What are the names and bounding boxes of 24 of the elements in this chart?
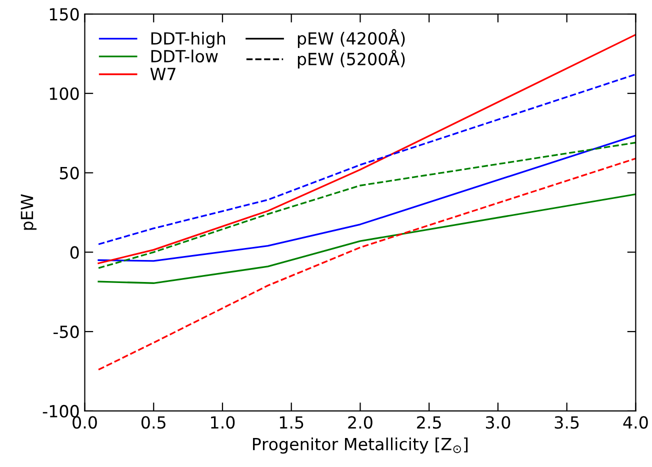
y-tick-label: 50 [60, 166, 79, 180]
x-tick-label: 2.5 [417, 416, 441, 429]
x-axis-title: Progenitor Metallicity [Z$_{⊙}$] [253, 438, 468, 454]
x-tick-label: 2.0 [348, 416, 372, 429]
x-tick-label: 0.5 [141, 416, 166, 429]
x-tick-label: 1.0 [211, 416, 235, 429]
x-tick-label: 3.5 [554, 416, 579, 429]
line-series [98, 193, 636, 284]
legend-label: pEW (4200Å) [298, 29, 405, 48]
legend-label: DDT-high [151, 32, 226, 48]
y-tick-label: 100 [50, 87, 79, 100]
x-tick-label: 4.0 [623, 416, 648, 429]
x-tick-label: 3.0 [486, 416, 510, 429]
legend-label: W7 [150, 68, 176, 80]
y-tick-label: -50 [53, 326, 79, 338]
legend-label: pEW (5200Å) [298, 50, 405, 69]
x-tick-label: 1.5 [280, 416, 304, 429]
y-axis-title: pEW [20, 194, 37, 230]
x-tick-label: 0.0 [72, 416, 97, 429]
line-series [98, 158, 636, 371]
y-tick-label: 150 [50, 8, 79, 21]
legend-label: DDT-low [151, 50, 218, 63]
y-tick-label: 0 [70, 246, 79, 259]
y-tick-label: -100 [42, 404, 79, 418]
